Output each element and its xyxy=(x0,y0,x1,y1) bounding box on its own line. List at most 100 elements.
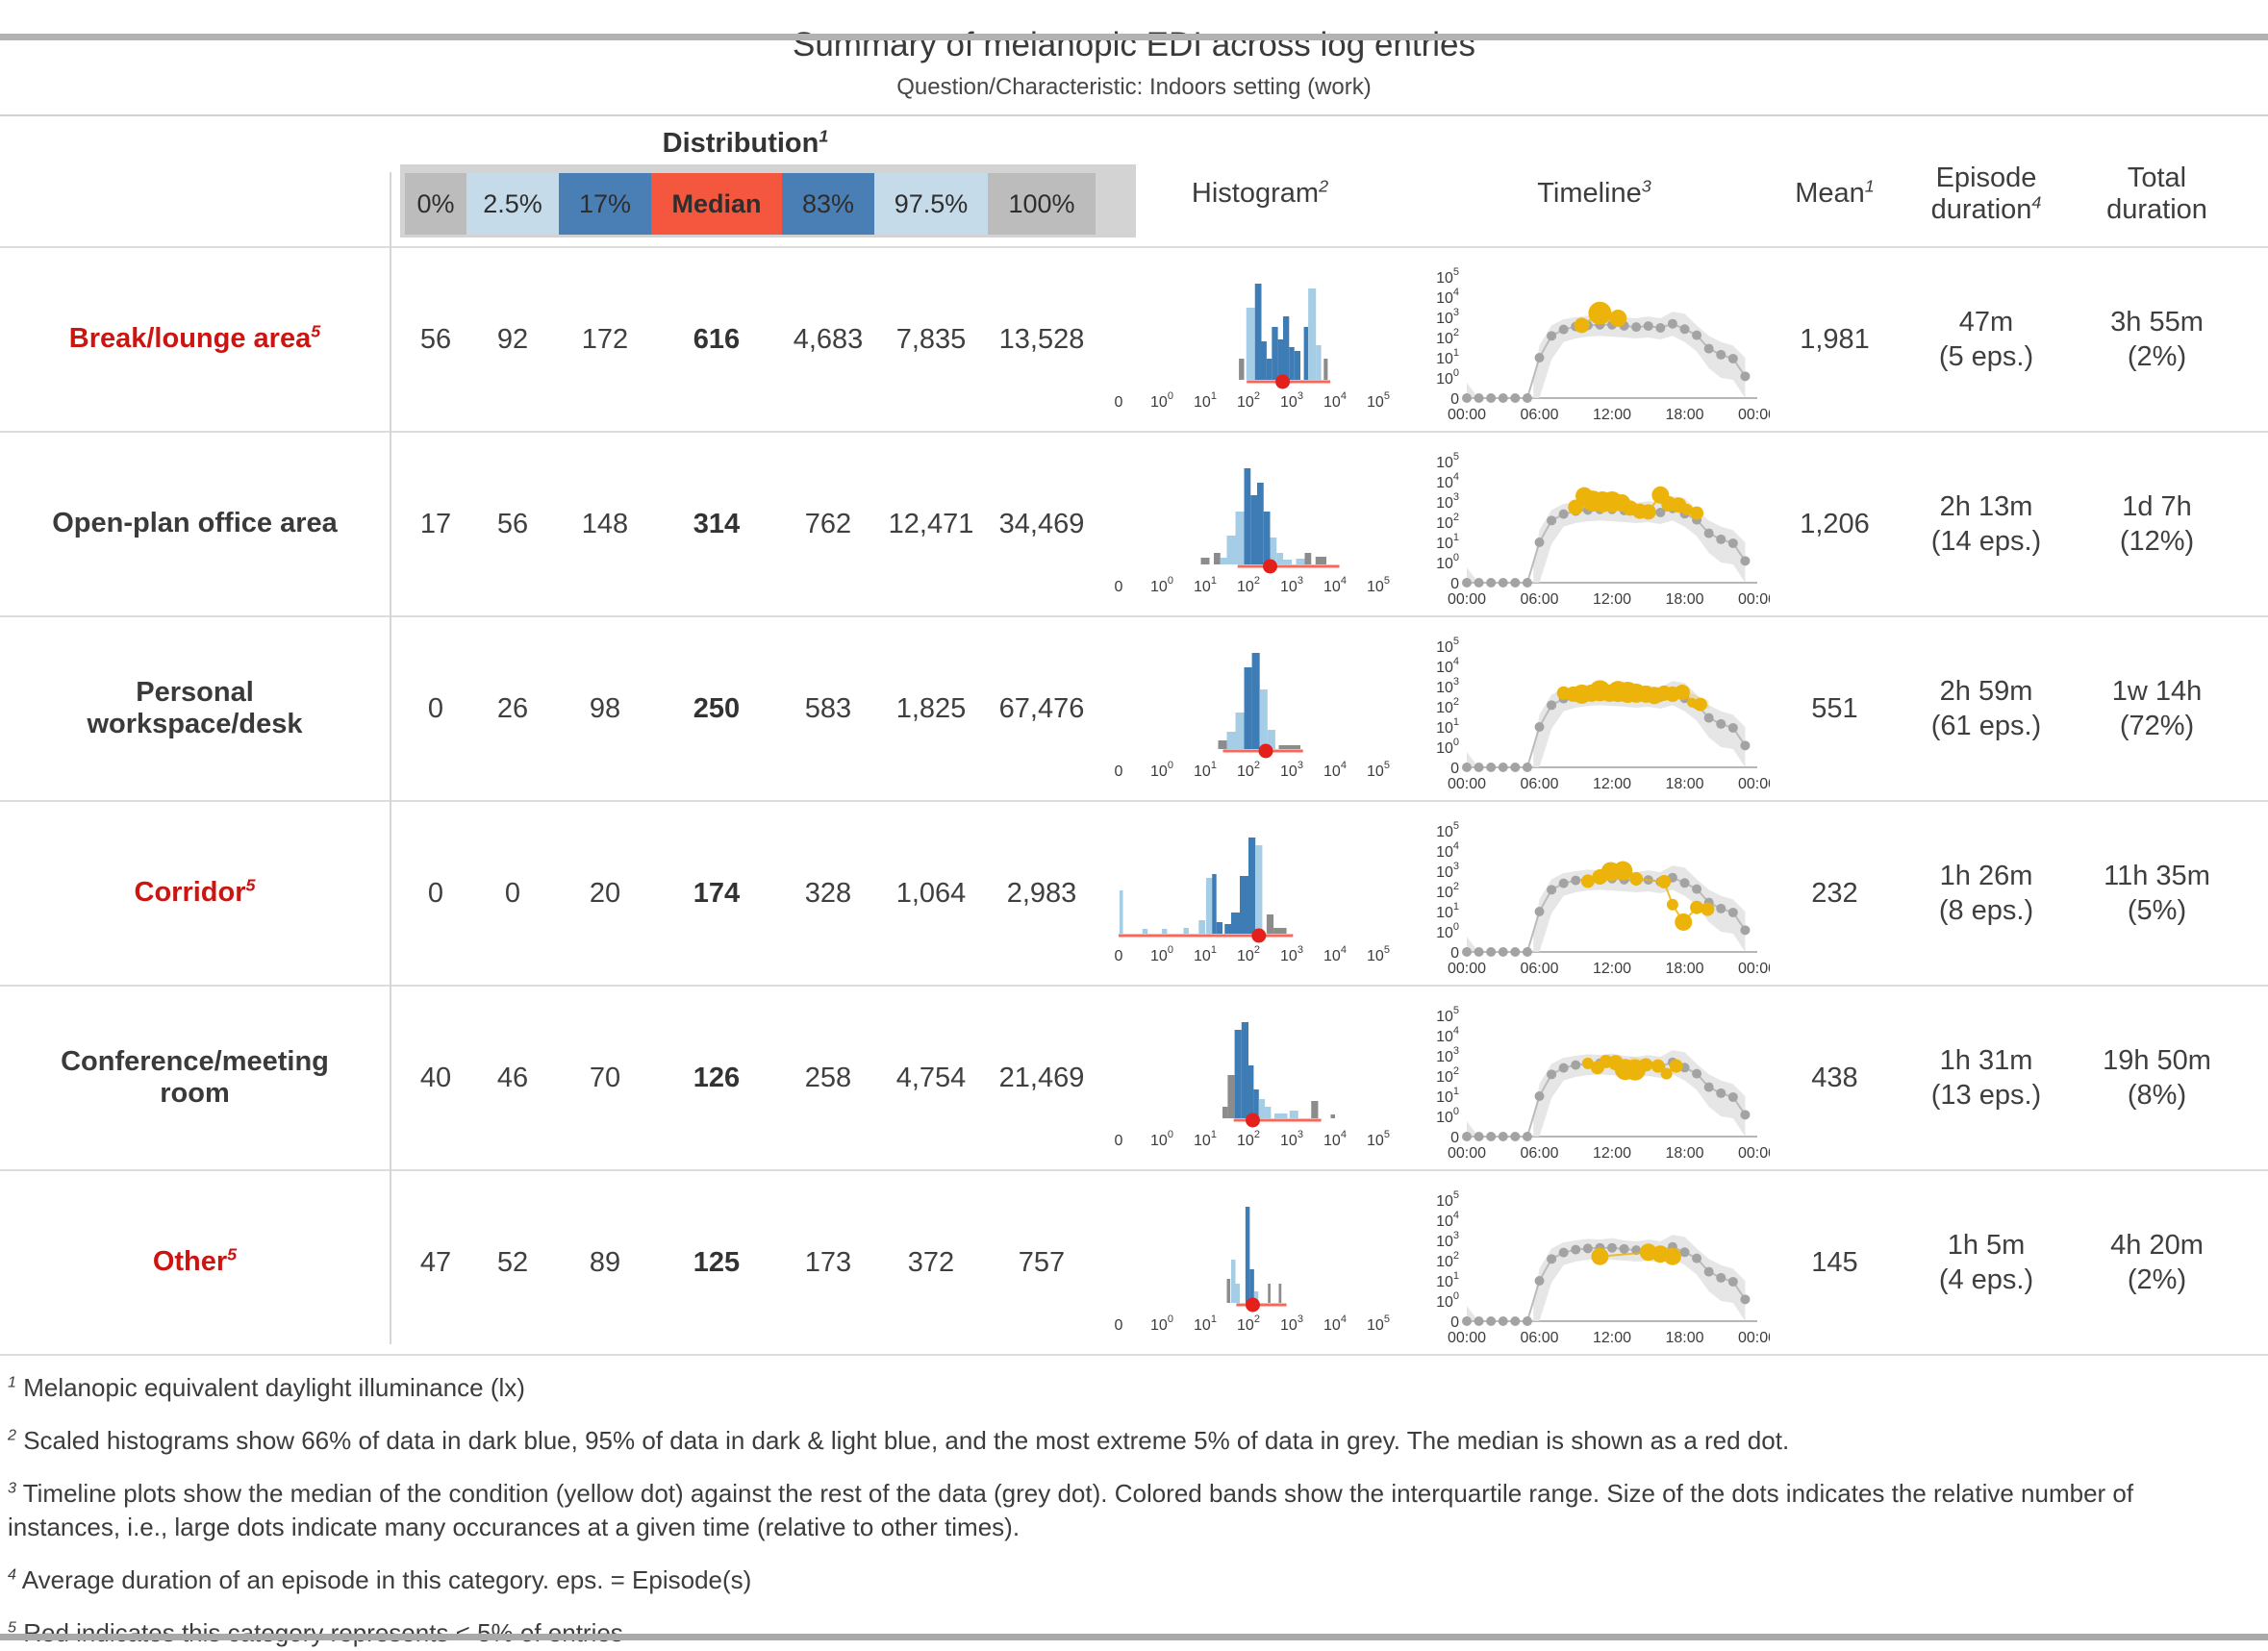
page-title: Summary of melanopic EDI across log entr… xyxy=(793,26,1475,63)
median-value: 616 xyxy=(693,323,741,355)
histogram-cell: 0 100 101 102 103 104 105 xyxy=(1101,1001,1419,1155)
svg-text:0: 0 xyxy=(1450,945,1459,962)
svg-text:12:00: 12:00 xyxy=(1593,776,1631,792)
percentile-header-0: 0% xyxy=(405,173,466,235)
mean-value: 1,206 xyxy=(1800,508,1870,539)
percentile-values: 0 0 20 174 328 1,064 2,983 xyxy=(405,878,1101,910)
histogram-cell: 0 100 101 102 103 104 105 xyxy=(1101,816,1419,970)
row-label: Corridor5 xyxy=(134,875,256,909)
percentile-value: 7,835 xyxy=(895,323,967,355)
histogram-cell: 0 100 101 102 103 104 105 xyxy=(1101,632,1419,786)
table-header: Distribution1 0% 2.5% 17% Median 83% 97.… xyxy=(0,116,2268,246)
timeline-column-header: Timeline3 xyxy=(1537,176,1651,209)
percentile-value: 0 xyxy=(504,877,521,909)
timeline-cell: 0 100 101 102 103 104 105 00:00 06:00 12:00 18:00 0… xyxy=(1419,252,1770,427)
svg-text:104: 104 xyxy=(1323,575,1347,595)
percentile-value: 67,476 xyxy=(998,692,1085,724)
svg-text:06:00: 06:00 xyxy=(1520,776,1558,792)
mean-value: 232 xyxy=(1811,877,1858,909)
percentile-value: 26 xyxy=(496,692,529,724)
percentile-value: 0 xyxy=(427,877,444,909)
svg-text:00:00: 00:00 xyxy=(1738,591,1770,608)
svg-text:18:00: 18:00 xyxy=(1665,407,1703,423)
svg-text:102: 102 xyxy=(1237,1313,1260,1334)
svg-text:0: 0 xyxy=(1450,1314,1459,1331)
svg-text:104: 104 xyxy=(1436,471,1459,491)
svg-text:102: 102 xyxy=(1436,1065,1459,1086)
svg-text:103: 103 xyxy=(1436,676,1459,696)
episode-duration-value: 1h 31m (13 eps.) xyxy=(1930,1044,2042,1111)
svg-text:0: 0 xyxy=(1115,1133,1123,1149)
svg-text:101: 101 xyxy=(1194,944,1217,964)
total-duration-value: 19h 50m (8%) xyxy=(2103,1044,2211,1111)
percentile-header-median: Median xyxy=(651,173,782,235)
svg-text:12:00: 12:00 xyxy=(1593,1330,1631,1346)
percentile-value: 34,469 xyxy=(998,508,1085,539)
percentile-value: 70 xyxy=(589,1062,621,1093)
svg-text:0: 0 xyxy=(1115,1317,1123,1334)
percentile-strip: 0% 2.5% 17% Median 83% 97.5% 100% xyxy=(400,164,1136,238)
histogram-plot: 0 100 101 102 103 104 105 xyxy=(1115,1207,1390,1334)
svg-text:102: 102 xyxy=(1436,327,1459,347)
svg-text:00:00: 00:00 xyxy=(1448,1145,1486,1162)
timeline-cell: 0 100 101 102 103 104 105 00:00 06:00 12:00 18:00 0… xyxy=(1419,437,1770,612)
percentile-values: 17 56 148 314 762 12,471 34,469 xyxy=(405,509,1101,540)
total-duration-column-header: Total duration xyxy=(2106,162,2207,225)
svg-text:00:00: 00:00 xyxy=(1448,776,1486,792)
svg-text:103: 103 xyxy=(1280,944,1303,964)
summary-table: Distribution1 0% 2.5% 17% Median 83% 97.… xyxy=(0,116,2268,1356)
percentile-value: 2,983 xyxy=(1006,877,1077,909)
svg-text:102: 102 xyxy=(1237,575,1260,595)
svg-text:102: 102 xyxy=(1436,881,1459,901)
svg-text:0: 0 xyxy=(1450,576,1459,592)
svg-text:00:00: 00:00 xyxy=(1738,1330,1770,1346)
percentile-value: 56 xyxy=(419,323,452,355)
svg-text:105: 105 xyxy=(1436,1189,1459,1210)
label-column-header xyxy=(0,116,390,246)
histogram-plot: 0 100 101 102 103 104 105 xyxy=(1115,653,1390,780)
median-value: 250 xyxy=(693,692,741,724)
svg-text:0: 0 xyxy=(1115,763,1123,780)
percentile-value: 148 xyxy=(581,508,629,539)
svg-text:18:00: 18:00 xyxy=(1665,591,1703,608)
footnote: 3 Timeline plots show the median of the … xyxy=(8,1479,2134,1542)
svg-text:18:00: 18:00 xyxy=(1665,1330,1703,1346)
page-subtitle: Question/Characteristic: Indoors setting… xyxy=(896,74,1372,100)
svg-text:100: 100 xyxy=(1150,575,1173,595)
timeline-cell: 0 100 101 102 103 104 105 00:00 06:00 12:00 18:00 0… xyxy=(1419,806,1770,981)
mean-value: 145 xyxy=(1811,1246,1858,1278)
distribution-title: Distribution1 xyxy=(662,126,829,159)
table-row: Other5 47 52 89 125 173 372 757 0 100 101 102 103 104… xyxy=(0,1169,2268,1354)
footnote: 4 Average duration of an episode in this… xyxy=(8,1565,752,1595)
percentile-value: 172 xyxy=(581,323,629,355)
svg-text:00:00: 00:00 xyxy=(1448,961,1486,977)
svg-text:105: 105 xyxy=(1436,1005,1459,1025)
svg-text:102: 102 xyxy=(1436,1250,1459,1270)
svg-text:104: 104 xyxy=(1323,760,1347,780)
total-duration-value: 1w 14h (72%) xyxy=(2111,675,2203,741)
histogram-cell: 0 100 101 102 103 104 105 xyxy=(1101,1186,1419,1339)
svg-text:101: 101 xyxy=(1436,901,1459,921)
svg-text:12:00: 12:00 xyxy=(1593,591,1631,608)
svg-text:00:00: 00:00 xyxy=(1738,776,1770,792)
svg-text:101: 101 xyxy=(1194,1313,1217,1334)
percentile-values: 40 46 70 126 258 4,754 21,469 xyxy=(405,1063,1101,1094)
percentile-header-17: 17% xyxy=(559,173,651,235)
svg-text:102: 102 xyxy=(1237,760,1260,780)
percentile-value: 12,471 xyxy=(888,508,974,539)
svg-text:18:00: 18:00 xyxy=(1665,776,1703,792)
timeline-cell: 0 100 101 102 103 104 105 00:00 06:00 12:00 18:00 0… xyxy=(1419,1175,1770,1350)
svg-text:103: 103 xyxy=(1280,1129,1303,1149)
percentile-value: 17 xyxy=(419,508,452,539)
row-footnote-mark: 5 xyxy=(311,321,321,341)
svg-text:101: 101 xyxy=(1436,716,1459,737)
timeline-cell: 0 100 101 102 103 104 105 00:00 06:00 12:00 18:00 0… xyxy=(1419,621,1770,796)
percentile-value: 1,064 xyxy=(895,877,967,909)
median-value: 314 xyxy=(693,508,741,539)
svg-text:104: 104 xyxy=(1436,287,1459,307)
histogram-plot: 0 100 101 102 103 104 105 xyxy=(1115,284,1390,411)
percentile-value: 56 xyxy=(496,508,529,539)
svg-text:00:00: 00:00 xyxy=(1738,961,1770,977)
svg-text:104: 104 xyxy=(1436,1025,1459,1045)
